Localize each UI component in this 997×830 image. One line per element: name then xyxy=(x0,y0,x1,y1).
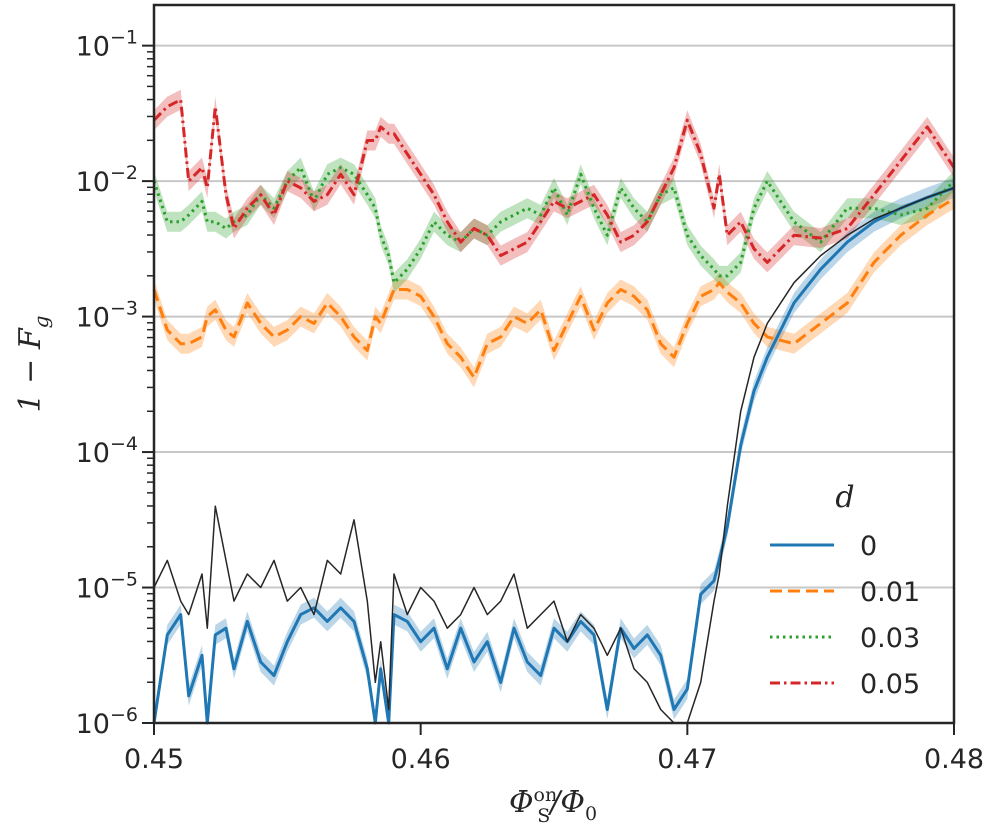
y-tick-labels: 10−6 10−5 10−4 10−3 10−2 10−1 xyxy=(76,27,138,740)
series-band-0.03 xyxy=(154,157,954,293)
legend-label-0.05: 0.05 xyxy=(860,669,920,700)
y-tick-label: 10−2 xyxy=(76,162,138,198)
legend-label-0: 0 xyxy=(860,531,877,562)
x-tick-label: 0.46 xyxy=(391,744,451,775)
y-tick-label: 10−4 xyxy=(76,433,138,469)
series-line-0.01 xyxy=(152,197,955,379)
legend-title: d xyxy=(835,480,854,515)
y-axis-label: 1 − Fg xyxy=(13,316,53,413)
legend-label-0.01: 0.01 xyxy=(860,577,920,608)
x-tick-label: 0.47 xyxy=(657,744,717,775)
y-tick-label: 10−5 xyxy=(76,569,138,605)
legend-label-0.03: 0.03 xyxy=(860,623,920,654)
series-line-0.05 xyxy=(152,98,956,264)
series-line-0.03 xyxy=(152,166,956,285)
y-tick-label: 10−1 xyxy=(76,27,138,63)
series-lines xyxy=(152,98,956,725)
series-line-reference xyxy=(153,187,955,724)
plot-frame xyxy=(152,3,956,725)
x-tick-label: 0.48 xyxy=(924,744,984,775)
x-tick-label: 0.45 xyxy=(124,744,184,775)
grid-lines xyxy=(154,44,954,589)
legend: d 0 0.01 0.03 0.05 xyxy=(770,480,920,700)
x-axis-label: Φon S/Φ0 xyxy=(509,784,597,827)
x-tick-labels: 0.45 0.46 0.47 0.48 xyxy=(124,744,984,775)
axis-ticks xyxy=(142,44,955,735)
y-tick-label: 10−6 xyxy=(76,704,138,740)
series-band-0 xyxy=(154,177,954,723)
series-line-0 xyxy=(152,186,955,725)
y-tick-label: 10−3 xyxy=(76,298,138,334)
